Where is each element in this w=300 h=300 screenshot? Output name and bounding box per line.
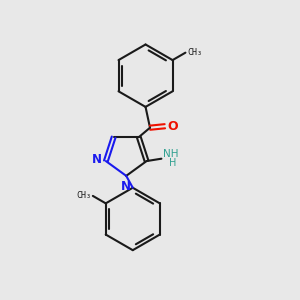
Text: NH: NH (163, 148, 178, 159)
Text: CH₃: CH₃ (76, 191, 91, 200)
Text: N: N (92, 153, 102, 166)
Text: CH₃: CH₃ (187, 48, 202, 57)
Text: O: O (167, 120, 178, 133)
Text: N: N (121, 180, 131, 193)
Text: H: H (169, 158, 177, 168)
